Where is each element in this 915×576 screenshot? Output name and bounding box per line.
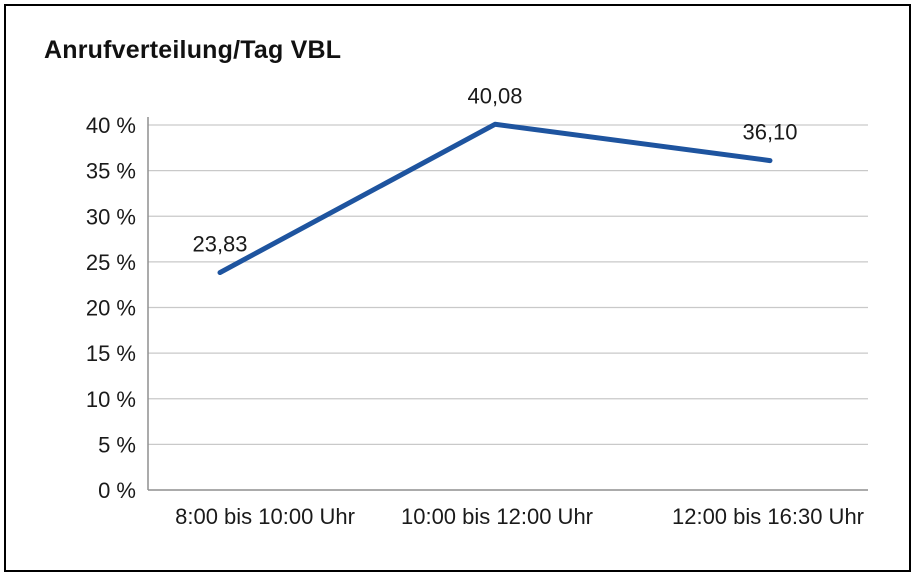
chart-frame: Anrufverteilung/Tag VBL xyxy=(4,4,911,572)
chart-title: Anrufverteilung/Tag VBL xyxy=(44,36,342,64)
y-tick-label: 0 % xyxy=(98,478,136,503)
y-tick-label: 5 % xyxy=(98,432,136,457)
data-label: 40,08 xyxy=(467,83,522,108)
y-tick-label: 15 % xyxy=(86,341,136,366)
y-tick-label: 10 % xyxy=(86,387,136,412)
x-category-label: 12:00 bis 16:30 Uhr xyxy=(672,504,864,529)
series-line xyxy=(217,121,773,276)
y-tick-label: 20 % xyxy=(86,296,136,321)
y-tick-label: 25 % xyxy=(86,250,136,275)
y-tick-label: 30 % xyxy=(86,204,136,229)
y-tick-label: 40 % xyxy=(86,113,136,138)
data-label: 23,83 xyxy=(192,232,247,257)
x-category-label: 8:00 bis 10:00 Uhr xyxy=(175,504,355,529)
data-label: 36,10 xyxy=(742,120,797,145)
x-category-label: 10:00 bis 12:00 Uhr xyxy=(401,504,593,529)
y-tick-label: 35 % xyxy=(86,159,136,184)
